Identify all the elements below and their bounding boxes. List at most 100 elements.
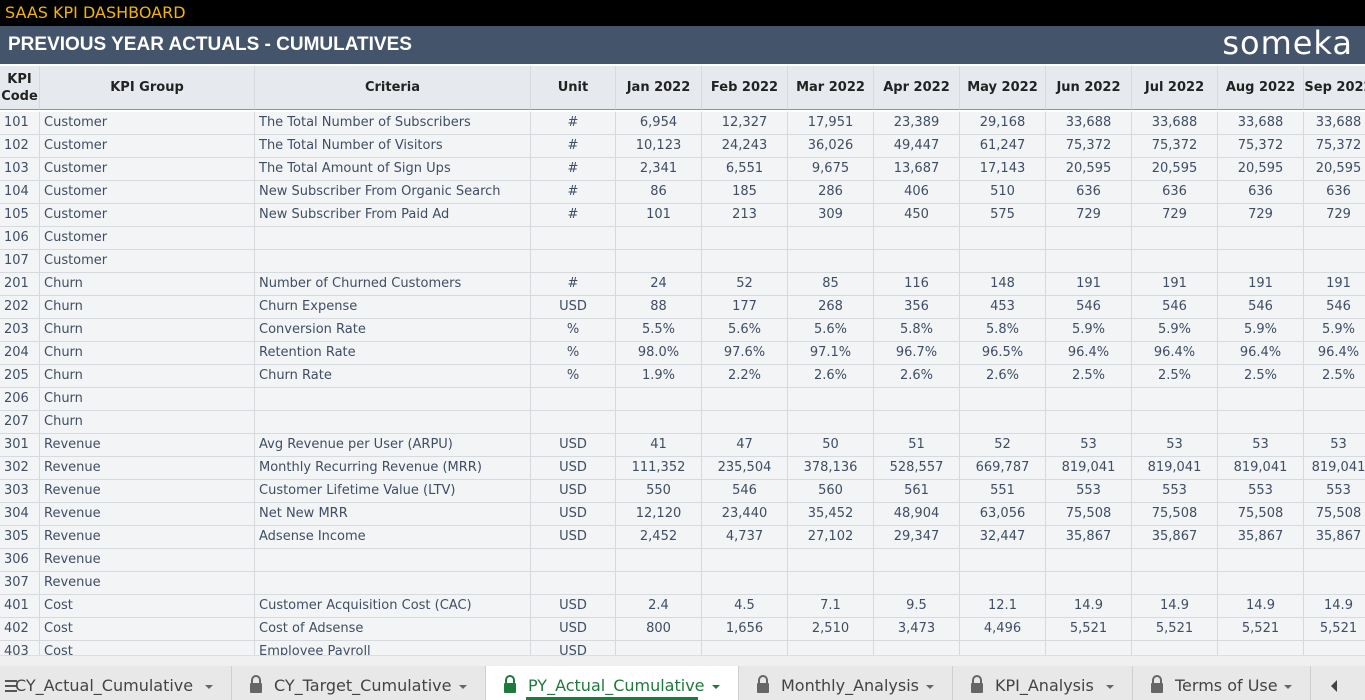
kpi-code: 104 bbox=[0, 181, 40, 204]
sheet-tab[interactable]: CY_Actual_Cumulative bbox=[0, 666, 232, 700]
sheet-tab[interactable]: Terms of Use bbox=[1133, 666, 1311, 700]
unit: # bbox=[531, 181, 616, 204]
value-cell: 561 bbox=[874, 480, 960, 503]
unit: # bbox=[531, 135, 616, 158]
value-cell: 819,041 bbox=[1304, 457, 1365, 480]
kpi-group: Revenue bbox=[40, 434, 255, 457]
value-cell: 47 bbox=[702, 434, 788, 457]
tab-label[interactable]: PY_Actual_Cumulative bbox=[528, 676, 705, 695]
value-cell: 32,447 bbox=[960, 526, 1046, 549]
value-cell: 546 bbox=[1046, 296, 1132, 319]
value-cell: 819,041 bbox=[1132, 457, 1218, 480]
value-cell: 819,041 bbox=[1218, 457, 1304, 480]
criteria: Conversion Rate bbox=[255, 319, 531, 342]
value-cell: 23,389 bbox=[874, 112, 960, 135]
value-cell: 6,551 bbox=[702, 158, 788, 181]
value-cell bbox=[960, 549, 1046, 572]
scroll-left[interactable] bbox=[1325, 666, 1345, 700]
tab-label[interactable]: KPI_Analysis bbox=[995, 676, 1094, 695]
kpi-code: 107 bbox=[0, 250, 40, 273]
unit: # bbox=[531, 204, 616, 227]
value-cell bbox=[702, 388, 788, 411]
value-cell bbox=[1132, 250, 1218, 273]
value-cell: 729 bbox=[1218, 204, 1304, 227]
tab-menu-arrow[interactable] bbox=[710, 666, 722, 700]
unit: USD bbox=[531, 618, 616, 641]
criteria: New Subscriber From Organic Search bbox=[255, 181, 531, 204]
column-header: Aug 2022 bbox=[1218, 66, 1304, 110]
value-cell: 7.1 bbox=[788, 595, 874, 618]
kpi-group: Churn bbox=[40, 296, 255, 319]
value-cell: 10,123 bbox=[616, 135, 702, 158]
value-cell: 53 bbox=[1304, 434, 1365, 457]
value-cell: 53 bbox=[1046, 434, 1132, 457]
value-cell: 213 bbox=[702, 204, 788, 227]
tab-label[interactable]: Monthly_Analysis bbox=[781, 676, 919, 695]
value-cell: 309 bbox=[788, 204, 874, 227]
value-cell bbox=[1218, 250, 1304, 273]
kpi-code: 201 bbox=[0, 273, 40, 296]
criteria: Number of Churned Customers bbox=[255, 273, 531, 296]
kpi-group: Churn bbox=[40, 273, 255, 296]
tab-menu-arrow[interactable] bbox=[1282, 666, 1294, 700]
tab-menu-arrow[interactable] bbox=[1104, 666, 1116, 700]
value-cell bbox=[960, 572, 1046, 595]
kpi-group: Revenue bbox=[40, 503, 255, 526]
tab-label[interactable]: CY_Target_Cumulative bbox=[274, 676, 452, 695]
value-cell: 191 bbox=[1218, 273, 1304, 296]
value-cell: 5,521 bbox=[1218, 618, 1304, 641]
value-cell bbox=[960, 227, 1046, 250]
value-cell: 53 bbox=[1132, 434, 1218, 457]
value-cell: 1.9% bbox=[616, 365, 702, 388]
value-cell bbox=[1132, 411, 1218, 434]
value-cell: 33,688 bbox=[1304, 112, 1365, 135]
value-cell bbox=[1132, 227, 1218, 250]
sheet-tab[interactable]: PY_Actual_Cumulative bbox=[486, 666, 739, 700]
value-cell: 35,867 bbox=[1304, 526, 1365, 549]
value-cell bbox=[788, 250, 874, 273]
app-title: SAAS KPI DASHBOARD bbox=[5, 3, 186, 22]
column-header: Mar 2022 bbox=[788, 66, 874, 110]
value-cell: 5,521 bbox=[1046, 618, 1132, 641]
value-cell: 729 bbox=[1304, 204, 1365, 227]
value-cell bbox=[1218, 388, 1304, 411]
value-cell bbox=[788, 641, 874, 655]
unit bbox=[531, 549, 616, 572]
kpi-group: Customer bbox=[40, 181, 255, 204]
value-cell: 2.5% bbox=[1046, 365, 1132, 388]
unit bbox=[531, 388, 616, 411]
tab-menu-arrow[interactable] bbox=[924, 666, 936, 700]
criteria: Customer Lifetime Value (LTV) bbox=[255, 480, 531, 503]
kpi-group: Customer bbox=[40, 227, 255, 250]
value-cell bbox=[702, 227, 788, 250]
sheet-tab[interactable]: KPI_Analysis bbox=[953, 666, 1133, 700]
unit: USD bbox=[531, 595, 616, 618]
tab-label[interactable]: Terms of Use bbox=[1175, 676, 1278, 695]
tab-label[interactable]: CY_Actual_Cumulative bbox=[15, 676, 194, 695]
unit: USD bbox=[531, 480, 616, 503]
value-cell bbox=[874, 250, 960, 273]
sheet-tab[interactable]: Monthly_Analysis bbox=[739, 666, 953, 700]
value-cell: 5.9% bbox=[1046, 319, 1132, 342]
tab-menu-arrow[interactable] bbox=[457, 666, 469, 700]
menu-icon[interactable] bbox=[2, 666, 22, 700]
value-cell bbox=[1218, 572, 1304, 595]
value-cell: 636 bbox=[1046, 181, 1132, 204]
kpi-group: Cost bbox=[40, 595, 255, 618]
scrollbar[interactable] bbox=[0, 655, 1365, 666]
value-cell bbox=[1046, 549, 1132, 572]
lock-icon bbox=[971, 675, 983, 693]
value-cell bbox=[1132, 388, 1218, 411]
sheet-tab[interactable]: CY_Target_Cumulative bbox=[232, 666, 486, 700]
value-cell: 1,656 bbox=[702, 618, 788, 641]
value-cell bbox=[1046, 388, 1132, 411]
value-cell: 3,473 bbox=[874, 618, 960, 641]
kpi-code: 105 bbox=[0, 204, 40, 227]
criteria bbox=[255, 549, 531, 572]
value-cell bbox=[616, 227, 702, 250]
value-cell bbox=[1304, 411, 1365, 434]
tab-menu-arrow[interactable] bbox=[203, 666, 215, 700]
value-cell bbox=[1132, 549, 1218, 572]
value-cell: 553 bbox=[1046, 480, 1132, 503]
value-cell bbox=[788, 227, 874, 250]
